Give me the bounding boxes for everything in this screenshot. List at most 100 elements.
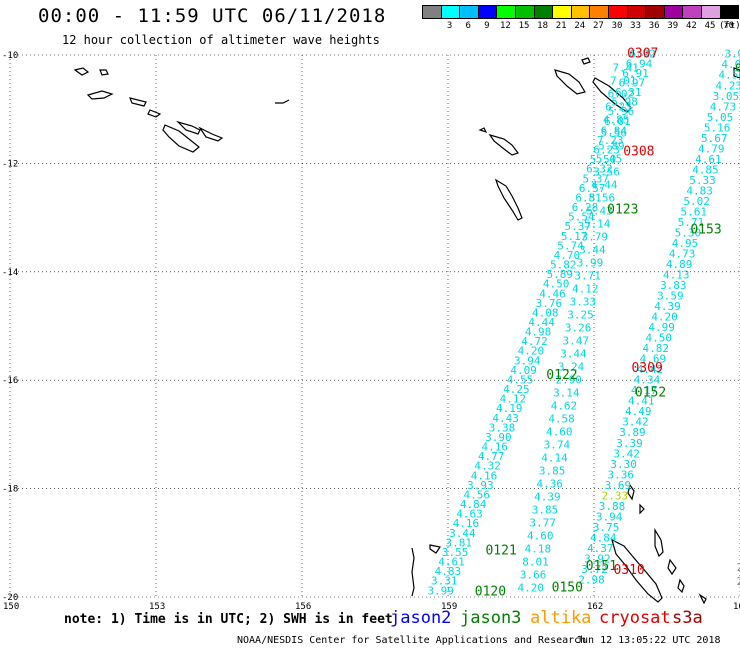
pass-time-label: 0121	[485, 544, 516, 559]
wave-height-value: 5.71	[678, 216, 705, 229]
wave-height-value: 4.17	[631, 384, 658, 397]
legend-jason2: jason2	[390, 608, 452, 628]
wave-height-value: 3.36	[608, 468, 635, 481]
wave-height-value: 4.73	[669, 247, 696, 260]
wave-height-value: 5.30	[675, 226, 702, 239]
wave-height-value: 3.91	[724, 48, 740, 61]
legend-cryosat: cryosat	[599, 608, 671, 628]
wave-height-value: 4.77	[478, 450, 505, 463]
wave-height-value: 3.42	[622, 416, 649, 429]
coastline	[129, 97, 147, 107]
coastline	[86, 90, 114, 100]
wave-height-value: 6.01	[604, 115, 631, 128]
wave-height-value: 5.56	[589, 191, 616, 204]
wave-height-value: 3.42	[613, 447, 640, 460]
wave-height-value: 4.08	[532, 306, 559, 319]
wave-height-value: 4.84	[590, 531, 617, 544]
coastline	[411, 547, 415, 597]
wave-height-value: 5.05	[707, 111, 734, 124]
wave-height-value: 4.37	[587, 542, 614, 555]
wave-height-value: 6.57	[579, 182, 606, 195]
page-title: 00:00 - 11:59 UTC 06/11/2018	[38, 5, 387, 27]
edge-values: 2.42.4 0	[735, 61, 740, 588]
colorbar-label: 27	[592, 21, 604, 31]
wave-height-value: 4.34	[634, 374, 661, 387]
wave-height-value: 6.31	[615, 86, 642, 99]
wave-height-value: 3.24	[558, 360, 585, 373]
wave-height-value: 7.01	[610, 74, 637, 87]
legend-s3a: s3a	[672, 608, 703, 628]
pass-time-label: 0310	[613, 563, 644, 578]
wave-height-value: 3.71	[574, 269, 601, 282]
pass-time-label: 0120	[475, 584, 506, 599]
coastline	[162, 124, 200, 153]
generated-timestamp: Jun 12 13:05:22 UTC 2018	[576, 635, 721, 646]
wave-height-value: 4.60	[546, 425, 573, 438]
wave-height-value: 4.50	[543, 278, 570, 291]
wave-height-value: 7.23	[597, 134, 624, 147]
wave-height-value: 2.33	[602, 489, 629, 502]
colorbar-unit: (ft)	[719, 21, 740, 31]
longitude-tick-label: 156	[295, 602, 311, 612]
wave-height-value: 4.43	[492, 412, 519, 425]
edge-value: 2.4	[737, 575, 740, 588]
wave-height-value: 4.19	[496, 402, 523, 415]
coastline	[667, 558, 677, 576]
wave-height-value: 5.56	[601, 126, 628, 139]
wave-height-value: 4.85	[692, 163, 719, 176]
wave-height-value: 4.82	[643, 342, 670, 355]
wave-height-value: 4.84	[460, 498, 487, 511]
coastline	[478, 127, 488, 134]
latitude-tick-label: -16	[2, 376, 18, 386]
wave-height-value: 5.96	[608, 105, 635, 118]
coastline	[581, 57, 591, 65]
wave-height-value: 3.31	[431, 575, 458, 588]
legend-jason3: jason3	[460, 608, 522, 628]
colorbar-label: 33	[630, 21, 642, 31]
wave-height-value: 3.90	[485, 431, 512, 444]
wave-height-value: 3.83	[660, 279, 687, 292]
colorbar-label: 45	[704, 21, 716, 31]
wave-height-value: 4.16	[453, 517, 480, 530]
wave-height-value: 4.85	[603, 113, 630, 126]
wave-height-value: 5.16	[704, 121, 731, 134]
pass-time-label: 0123	[607, 202, 638, 217]
wave-height-value: 3.85	[532, 504, 559, 517]
wave-height-value: 5.89	[546, 268, 573, 281]
wave-height-value: 4.58	[548, 412, 575, 425]
wave-height-value: 4.63	[456, 508, 483, 521]
colorbar-label: 12	[499, 21, 511, 31]
colorbar-label: 18	[537, 21, 549, 31]
colorbar-label: 30	[611, 21, 623, 31]
colorbar-label: 70	[723, 21, 735, 31]
page-subtitle: 12 hour collection of altimeter wave hei…	[62, 33, 380, 47]
footer-credit: NOAA/NESDIS Center for Satellite Applica…	[237, 635, 587, 646]
legend-altika: altika	[530, 608, 592, 628]
wave-height-value: 5.89	[598, 139, 625, 152]
longitude-tick-label: 165	[733, 602, 740, 612]
coastline	[639, 503, 645, 515]
wave-height-value: 4.23	[716, 79, 740, 92]
map-grid: -10-12-14-16-18-20150153156159162165	[2, 51, 740, 612]
colorbar-label: 21	[555, 21, 567, 31]
wave-height-value: 3.77	[529, 517, 556, 530]
wave-height-value: 3.81	[445, 536, 472, 549]
wave-height-value: 4.98	[525, 326, 552, 339]
wave-height-value: 4.12	[500, 393, 527, 406]
wave-height-value: 6.84	[601, 124, 628, 137]
wave-height-value: 3.93	[467, 479, 494, 492]
wave-height-value: 3.30	[610, 458, 637, 471]
wave-height-value: 3.89	[619, 426, 646, 439]
wave-height-value: 6.91	[622, 67, 649, 80]
colorbar-label: 15	[518, 21, 530, 31]
longitude-tick-label: 159	[441, 602, 457, 612]
wave-height-value: 5.14	[584, 217, 611, 230]
pass-time-label: 0150	[552, 581, 583, 596]
edge-value: 2.4	[737, 561, 740, 574]
wave-height-value: 5.74	[557, 239, 584, 252]
wave-height-value: 4.36	[536, 478, 563, 491]
wave-height-value: 5.37	[564, 220, 591, 233]
wave-height-value: 4.09	[510, 364, 537, 377]
longitude-tick-label: 153	[149, 602, 165, 612]
colorbar-label: 3	[446, 21, 453, 31]
